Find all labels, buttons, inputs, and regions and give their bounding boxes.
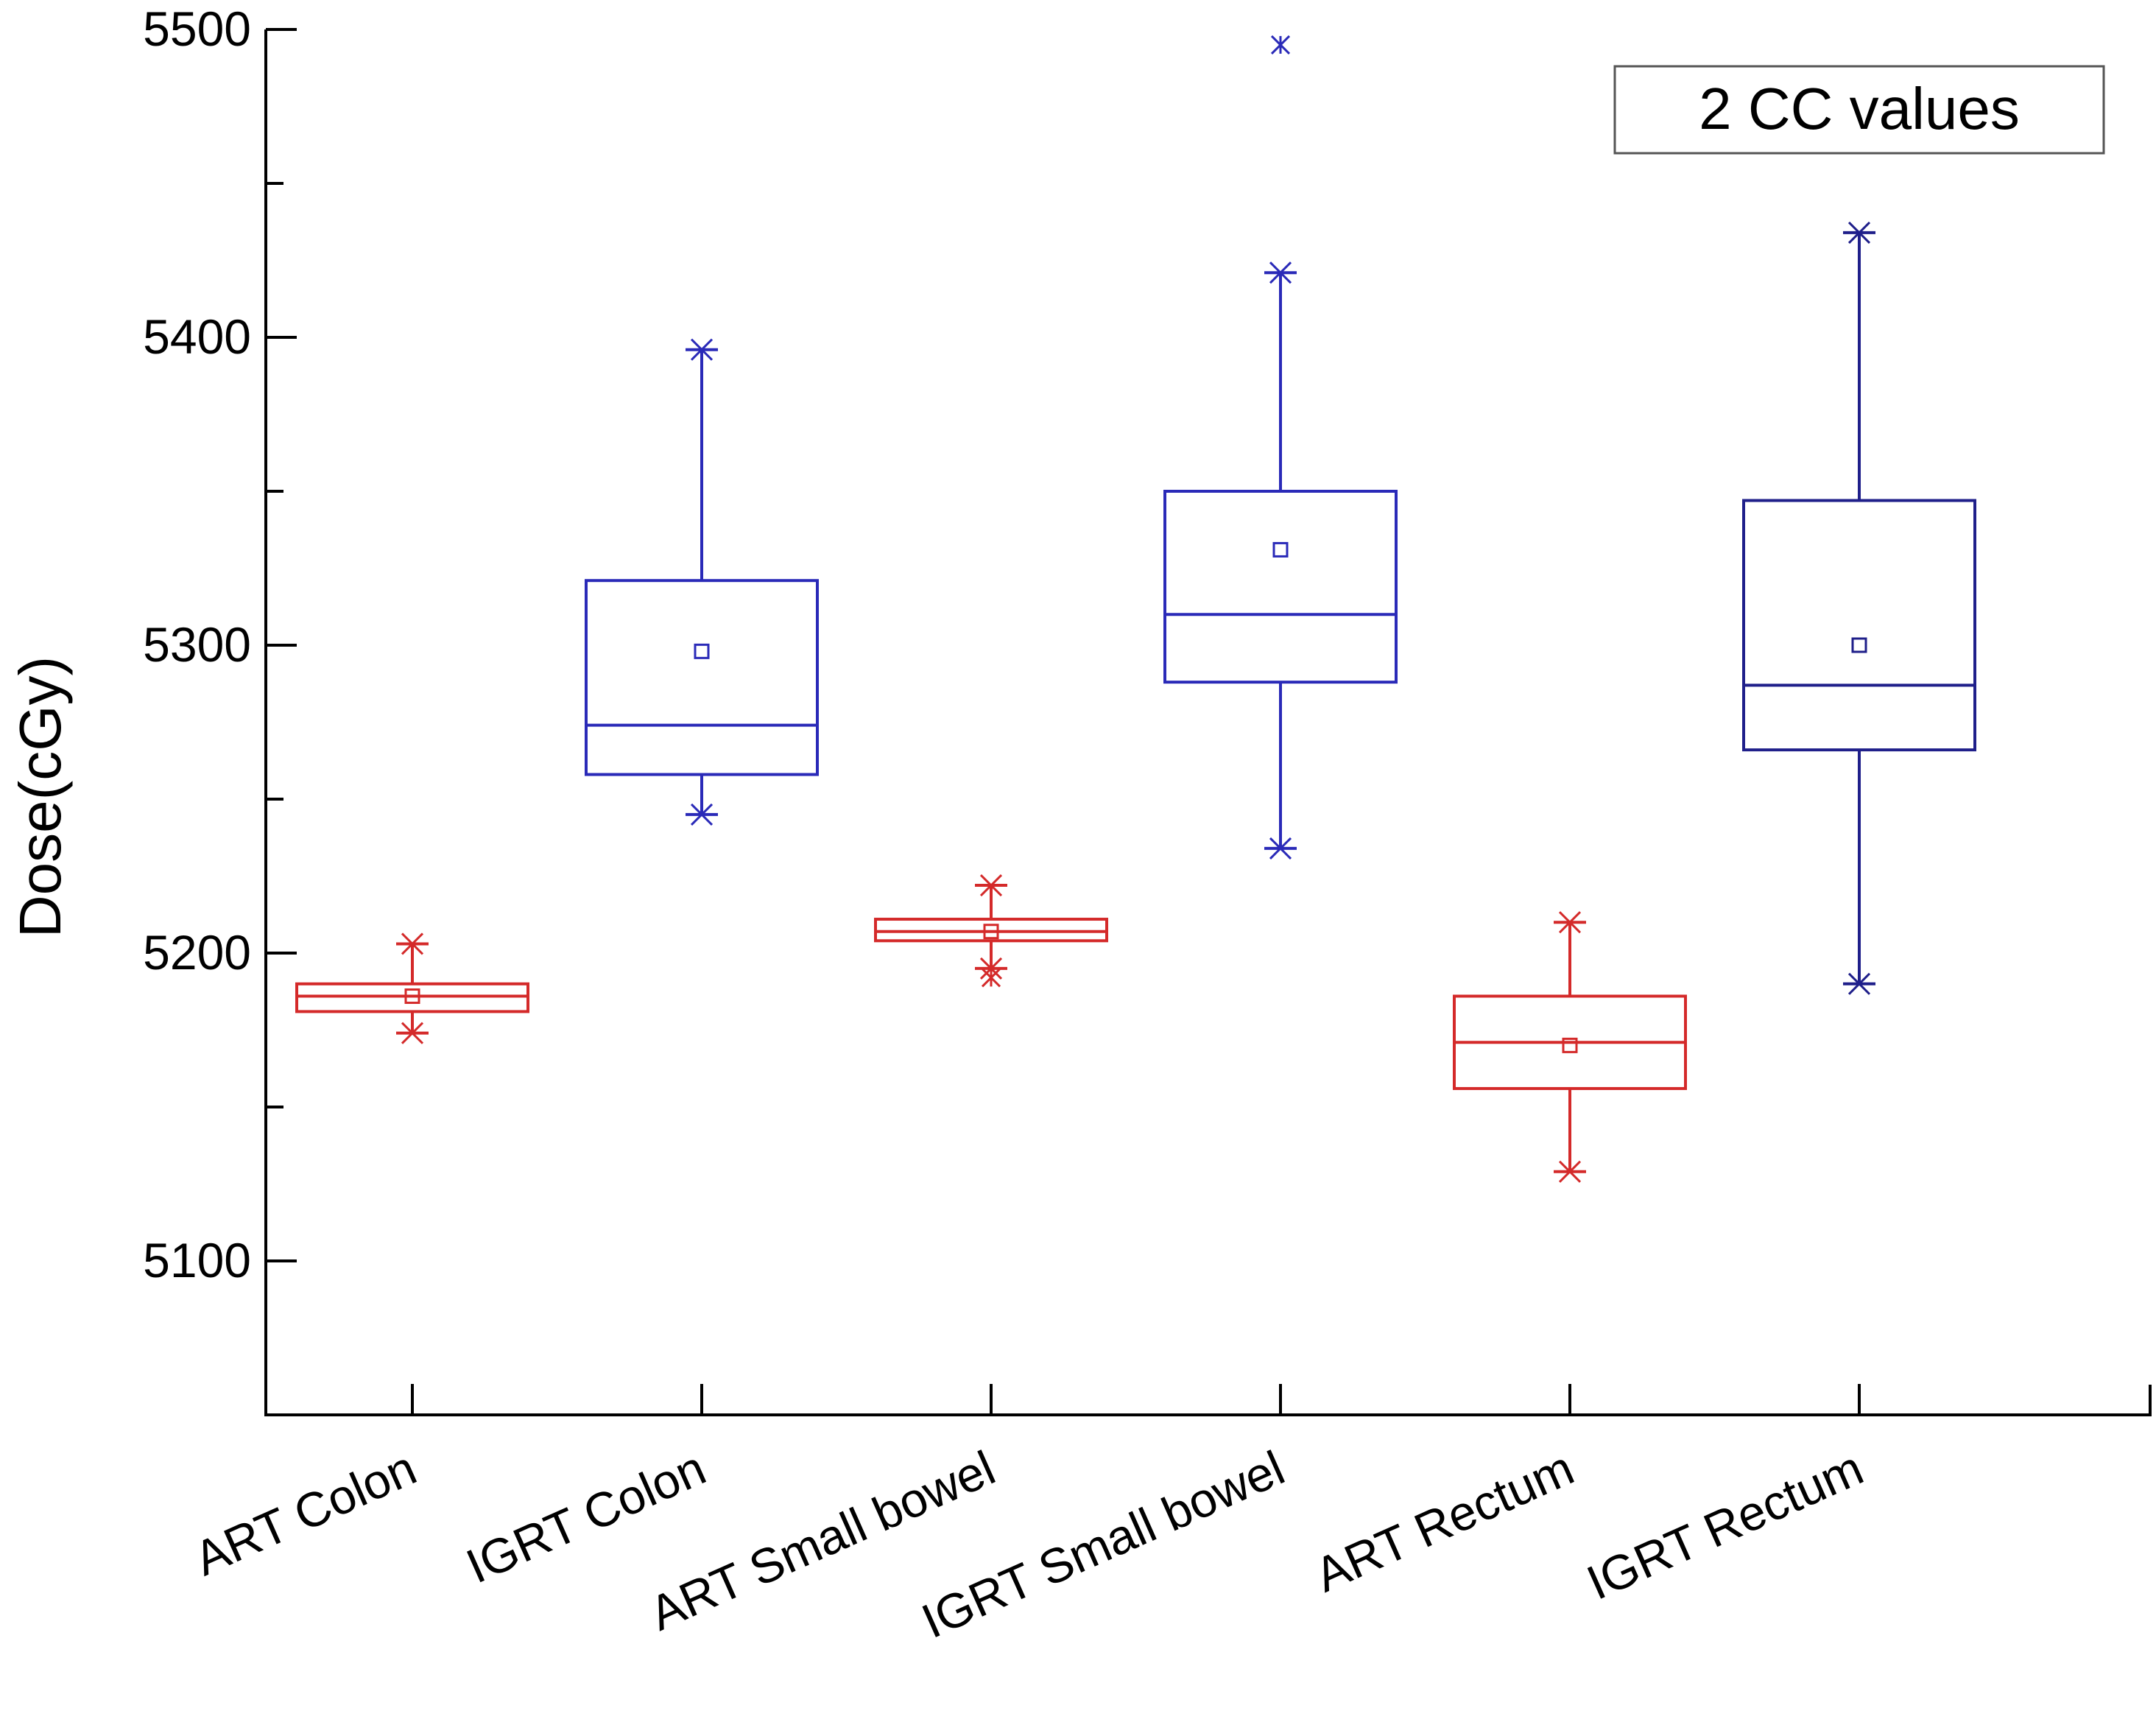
y-tick-label: 5400 [143,309,251,364]
box-4 [1163,35,1398,860]
extreme-marker [979,874,1003,897]
extreme-marker [401,932,424,955]
box-1 [295,932,529,1044]
x-category-label: ART Rectum [1307,1440,1582,1602]
axes [264,29,2152,1416]
extreme-marker [1558,1160,1582,1183]
x-category-label: IGRT Colon [458,1440,713,1593]
y-axis-title: Dose(cGy) [7,656,73,938]
mean-marker [983,924,999,940]
extreme-marker [690,338,714,361]
x-category-label: ART Colon [186,1440,424,1586]
box-6 [1742,221,1976,995]
mean-marker [1851,637,1867,653]
extreme-marker [1269,261,1292,284]
mean-marker [1272,541,1289,558]
extreme-marker [1269,837,1292,860]
box-3 [874,874,1108,988]
y-tick-label: 5300 [143,617,251,672]
y-tick-label: 5200 [143,925,251,980]
mean-marker [1562,1037,1578,1053]
iqr-box [585,579,819,776]
extreme-marker [401,1022,424,1044]
x-category-label: IGRT Rectum [1579,1440,1870,1610]
extreme-marker [1847,972,1871,995]
iqr-box [1742,499,1976,752]
extreme-marker [1558,911,1582,934]
iqr-box [295,982,529,1013]
y-tick-label: 5500 [143,1,251,56]
box-2 [585,338,819,826]
mean-marker [694,643,710,659]
extreme-marker [690,803,714,826]
iqr-box [874,918,1108,943]
legend-label: 2 CC values [1699,76,2020,141]
legend: 2 CC values [1613,65,2105,155]
mean-marker [404,988,420,1005]
box-5 [1453,911,1687,1183]
legend-box [1613,65,2105,155]
extreme-marker [1847,221,1871,244]
extreme-marker [979,957,1003,980]
y-tick-label: 5100 [143,1233,251,1287]
iqr-box [1163,490,1398,684]
